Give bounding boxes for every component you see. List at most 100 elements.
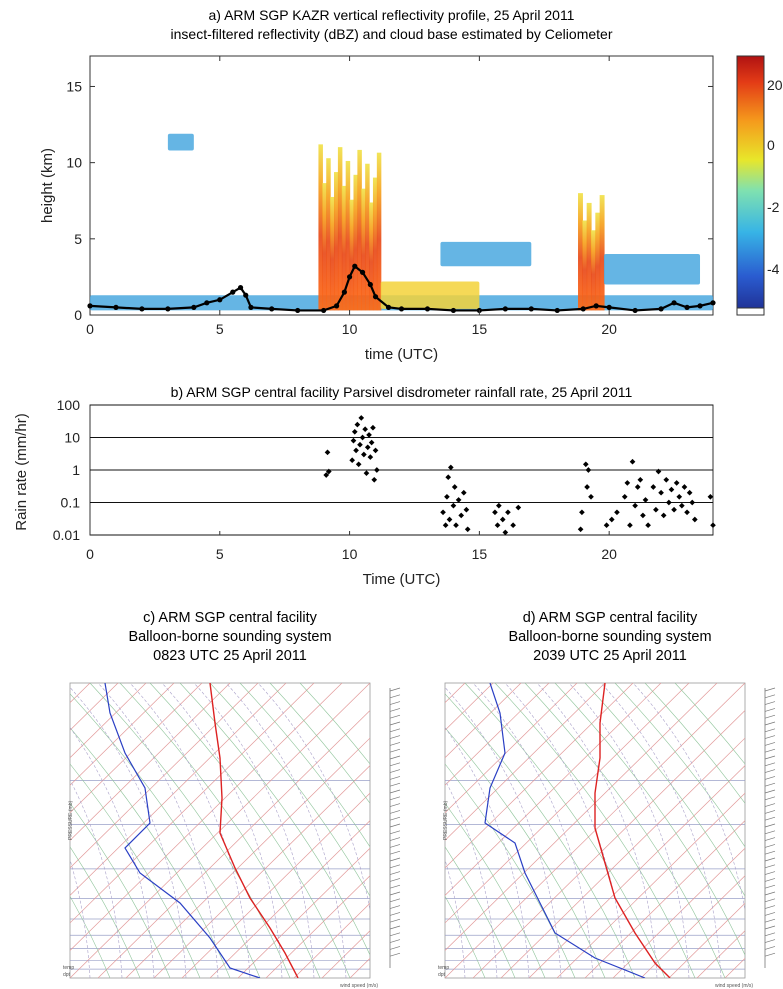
rainrate-point [658,489,664,496]
colorbar-tick-label: -2 [767,199,780,215]
rainrate-point [582,461,589,468]
isotherm [70,683,343,951]
rainrate-scatter: 0.01 0.1 1 10 100 0 5 10 15 20 Time (UTC) Rain rate… [13,397,716,588]
dry-adiabat [209,683,370,897]
rainrate-point [681,484,688,490]
wind-barb [764,912,776,916]
plot-b-axes: 0.01 0.1 1 10 100 0 5 10 15 20 Time (UTC) Rain rate… [13,397,714,588]
rainrate-point [324,449,331,456]
isotherm [0,683,34,978]
panel-b-title: b) ARM SGP central facility Parsivel dis… [170,384,633,400]
wind-barb [764,796,776,801]
wind-barb [389,687,401,692]
wind-barb [764,776,776,780]
reflectivity-region [167,133,194,151]
isotherm [753,683,783,978]
wind-barb [389,939,401,943]
isotherm [70,683,287,896]
moist-adiabat [568,683,690,978]
wind-barb [764,844,776,848]
rainrate-point [446,516,453,523]
rainrate-point [451,484,458,490]
rainrate-point [660,512,667,519]
wind-barb [764,871,776,875]
wind-barb [389,905,401,909]
isotherm [209,820,370,978]
isotherm [612,847,745,978]
rainrate-point [494,522,501,529]
rainrate-point [372,447,379,454]
x-tick-label: 10 [342,546,358,562]
wind-barb [764,803,776,807]
reflectivity-heatmap: 0 5 10 15 20 0 5 10 15 time (UTC) height (km) 20 0… [39,55,783,363]
rainrate-point [608,516,615,523]
wind-barb [389,701,401,705]
rainrate-point [463,506,470,513]
wind-barb [764,864,776,869]
plot-a-axes: 0 5 10 15 20 0 5 10 15 time (UTC) height (km) [39,56,713,363]
wind-barbs [764,687,776,968]
rainrate-point [371,476,378,483]
rainrate-point [353,447,359,454]
rainrate-point [364,444,371,451]
wind-barb [389,789,401,794]
moist-adiabat [70,687,187,978]
rainrate-point [653,506,659,513]
rainrate-point [350,437,357,444]
dry-adiabat [119,683,321,978]
colorbar [736,55,765,316]
rainrate-point [642,497,649,503]
reflectivity-column [590,230,596,311]
dry-adiabat [70,727,231,978]
y-tick-label: 0 [74,307,82,323]
panel-d-title-line3: 2039 UTC 25 April 2011 [533,648,687,664]
wind-barb [764,701,776,705]
x-tick-label: 5 [216,321,224,337]
wind-barb [389,796,401,801]
rainrate-point [450,502,457,509]
moist-adiabat [504,683,626,978]
wind-barb [389,694,401,699]
rainrate-point [671,506,677,513]
dry-adiabat [674,683,745,765]
rainrate-point [634,484,641,490]
reflectivity-column [578,193,583,311]
wind-barb [764,918,776,923]
isotherm [445,683,578,814]
rainrate-point [624,480,631,486]
panel-c-title-line3: 0823 UTC 25 April 2011 [153,648,307,664]
rainrate-point [325,468,332,475]
panel-d-title-line2: Balloon-borne sounding system [508,629,712,645]
rainrate-point [666,499,672,506]
reflectivity-column [349,199,355,311]
wind-barb [764,742,776,746]
rainrate-point [363,470,370,476]
isotherm [445,683,550,786]
rainrate-point [355,461,362,468]
cloud-base-series [87,263,716,314]
reflectivity-column [345,160,351,311]
wind-barb [764,878,776,882]
dry-adiabat [445,846,516,978]
wind-barb [389,823,401,828]
isotherm [70,683,231,841]
skewt-c-diagram [0,682,401,979]
wind-barb [764,898,776,903]
wind-barb [389,898,401,903]
isotherm [445,683,662,896]
wind-barb [389,748,401,753]
wind-barb [389,891,401,896]
panel-d-title: d) ARM SGP central facility Balloon-born… [450,609,770,666]
rainrate-point [510,522,516,529]
moist-adiabat [70,727,155,978]
dry-adiabat [149,683,351,978]
wind-barb [764,857,776,862]
wind-barb [764,789,776,794]
dry-adiabat [524,683,726,978]
reflectivity-column [369,202,374,311]
reflectivity-column [599,195,605,311]
reflectivity-region [440,241,532,267]
wind-barb [764,952,776,957]
reflectivity-column [372,177,378,311]
